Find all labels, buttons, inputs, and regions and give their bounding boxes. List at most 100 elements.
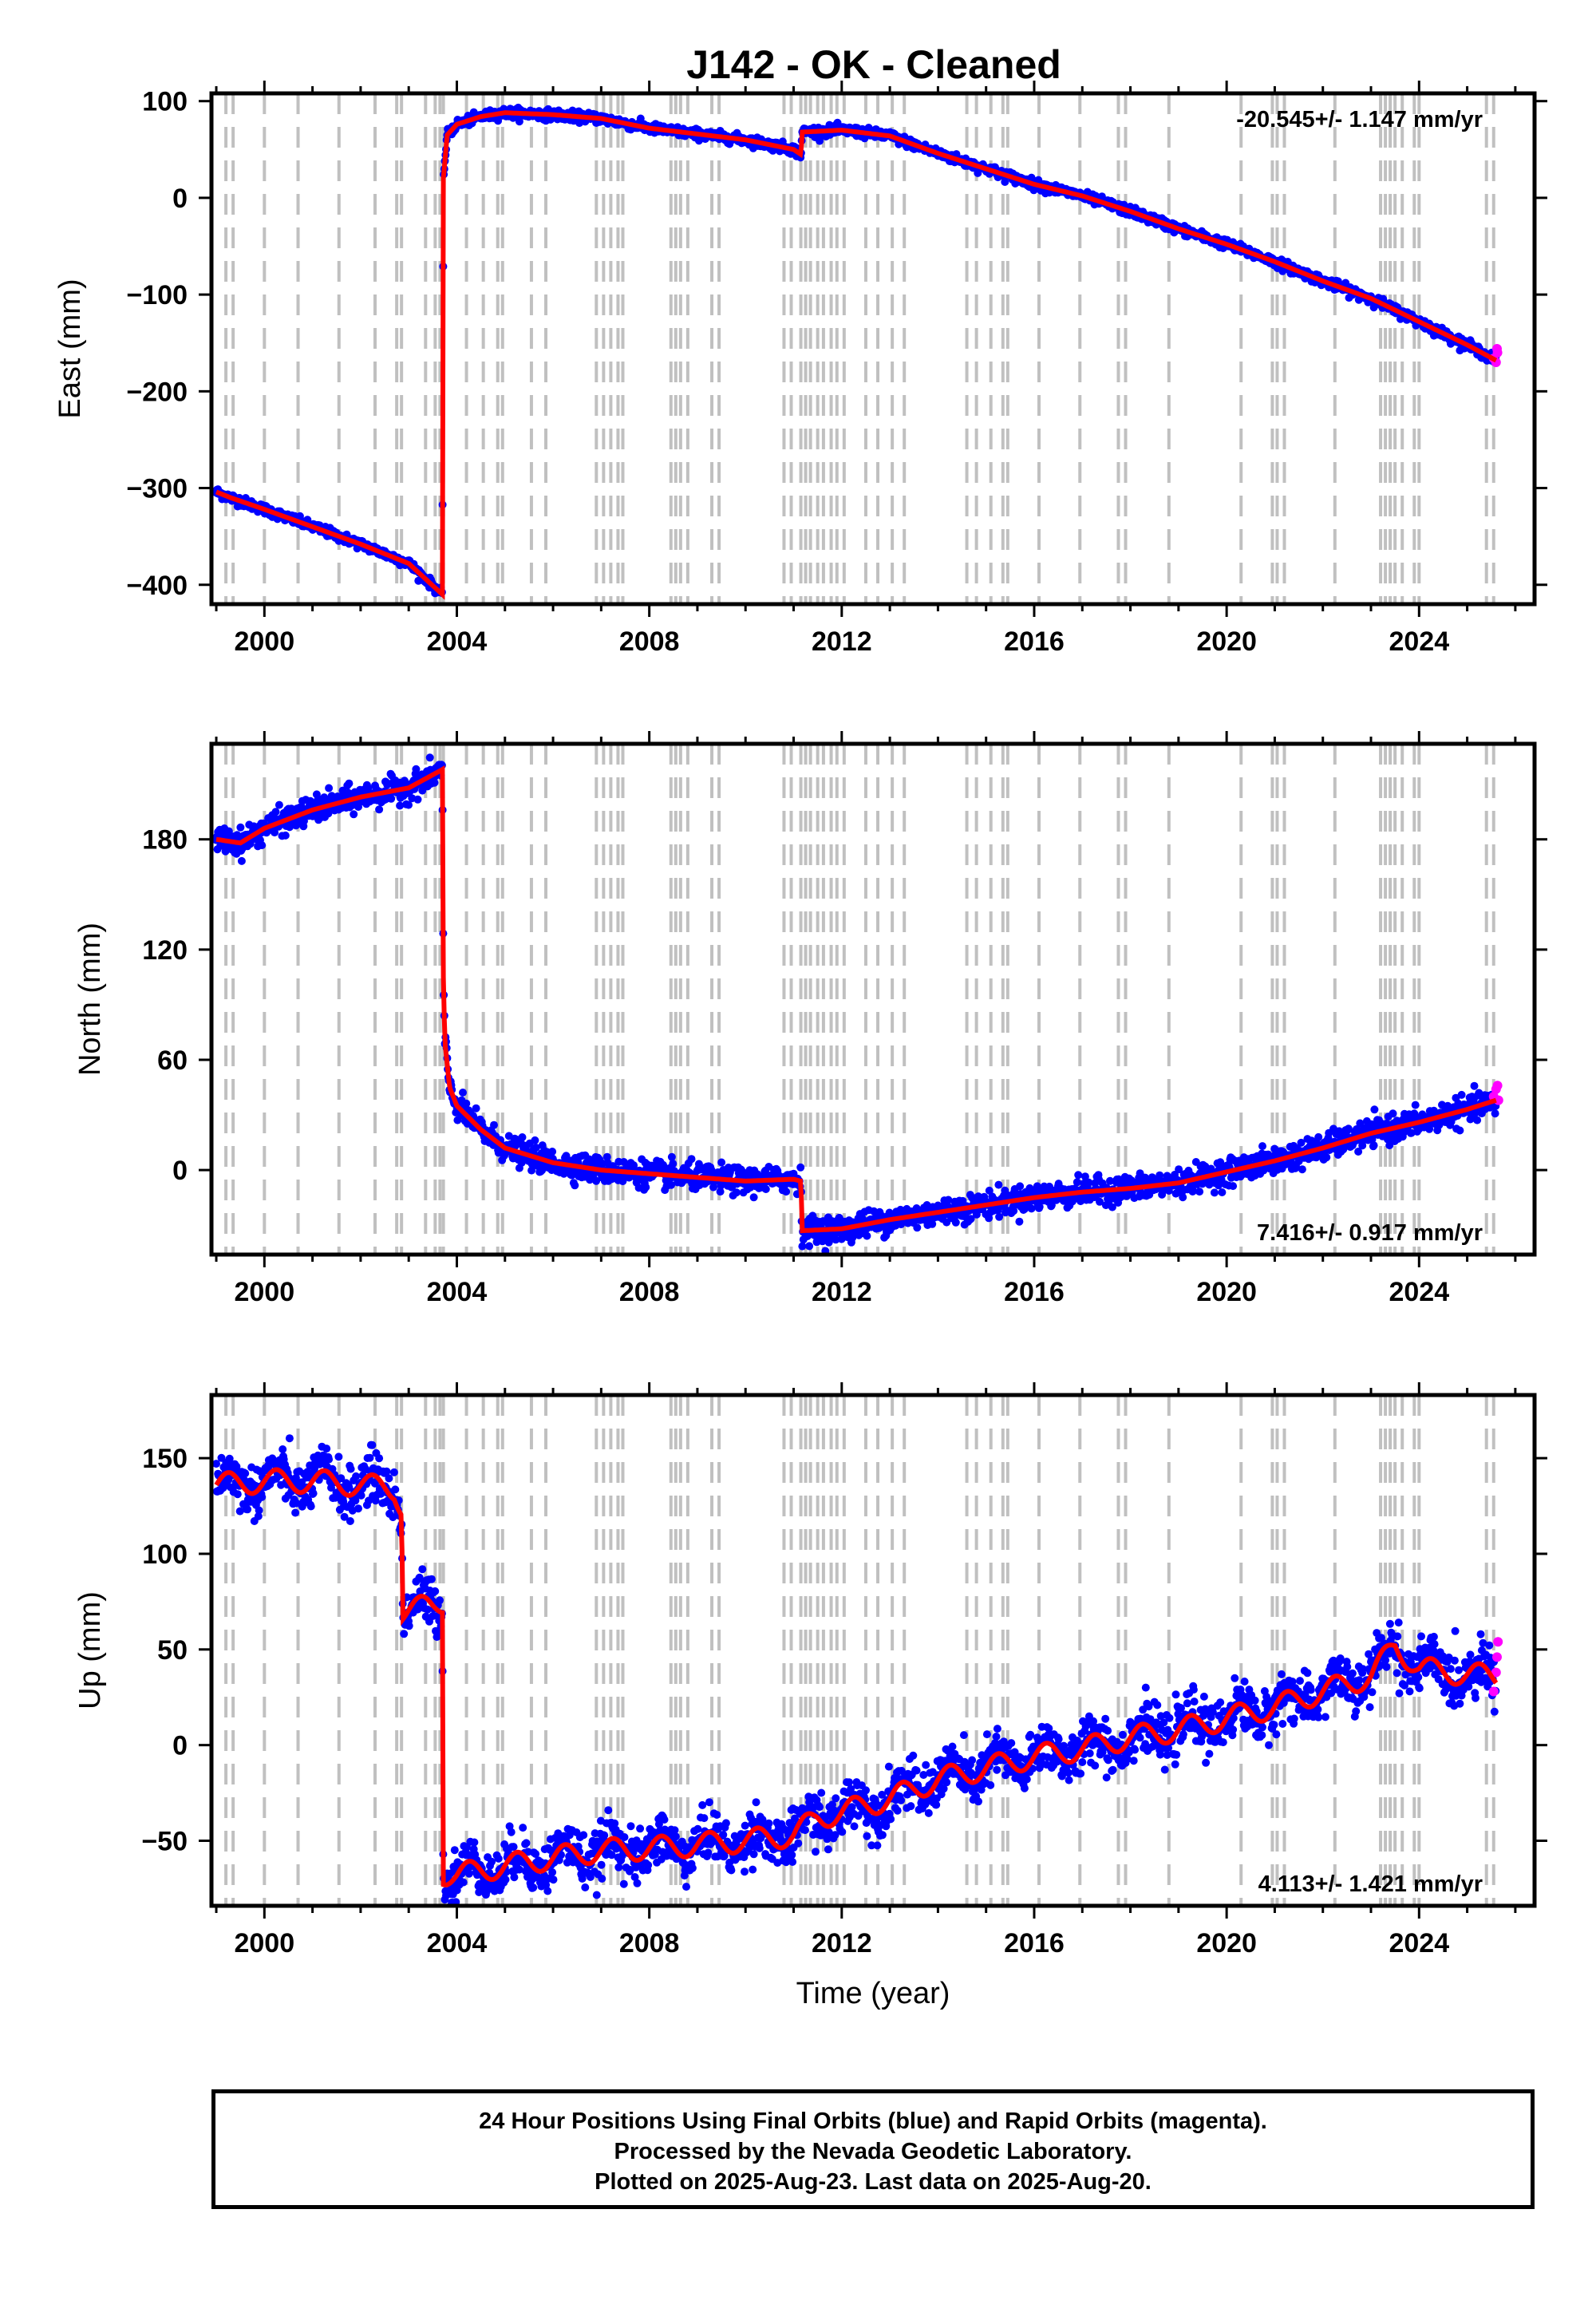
data-point <box>761 1185 770 1193</box>
data-point <box>717 1158 726 1167</box>
final-orbit-points <box>212 103 1503 598</box>
data-point <box>236 823 245 832</box>
data-point <box>405 800 413 809</box>
data-point <box>796 1163 805 1172</box>
x-tick-label: 2020 <box>1196 626 1257 657</box>
data-point <box>1298 1165 1306 1174</box>
data-point <box>832 1235 840 1244</box>
panel-north: 2000 2004 2008 2012 2016 2020 2024060120180Nor… <box>73 731 1547 1307</box>
rate-annotation: -20.545+/- 1.147 mm/yr <box>1236 107 1483 132</box>
data-point <box>667 1152 676 1161</box>
x-tick-label: 2024 <box>1389 626 1449 657</box>
step-epochs <box>224 744 1495 1255</box>
data-point <box>1473 1116 1482 1124</box>
data-point <box>233 1490 242 1499</box>
data-point <box>687 1155 696 1164</box>
y-tick-label: 120 <box>142 935 188 966</box>
data-point <box>1073 1178 1081 1187</box>
data-point <box>1457 1090 1466 1099</box>
data-point <box>255 1506 263 1515</box>
data-point <box>1470 1081 1479 1090</box>
data-point <box>642 1183 650 1192</box>
y-tick-label: −400 <box>126 571 188 601</box>
y-tick-label: 0 <box>172 1156 188 1186</box>
data-point <box>805 1242 814 1251</box>
y-tick-label: 60 <box>157 1045 188 1076</box>
data-point <box>1370 1105 1379 1114</box>
y-tick-label: −300 <box>126 474 188 504</box>
data-point <box>548 1148 557 1156</box>
data-point <box>518 1133 527 1141</box>
final-orbit-points <box>212 1434 1503 1906</box>
data-point <box>782 1188 791 1196</box>
data-point <box>1001 178 1009 186</box>
data-point <box>1389 1109 1397 1118</box>
x-tick-label: 2000 <box>234 1277 294 1307</box>
data-point <box>531 1144 540 1152</box>
data-point <box>345 779 354 788</box>
data-point <box>275 800 283 809</box>
data-point <box>430 778 439 787</box>
data-point <box>258 841 267 850</box>
data-point <box>350 810 358 819</box>
y-tick-label: −200 <box>126 377 188 407</box>
step-epochs <box>224 93 1495 604</box>
y-tick-label: 100 <box>142 87 188 117</box>
data-point <box>667 1180 676 1189</box>
data-point <box>527 1166 536 1175</box>
data-point <box>1179 1193 1187 1202</box>
data-point <box>309 1489 318 1498</box>
chart-title: J142 - OK - Cleaned <box>686 42 1061 87</box>
rapid-point <box>1492 1081 1503 1091</box>
plot-frame <box>209 91 1537 607</box>
data-point <box>281 831 290 840</box>
rapid-point <box>1491 344 1502 354</box>
data-point <box>1258 1142 1266 1151</box>
y-tick-label: 180 <box>142 825 188 856</box>
y-tick-label: 0 <box>172 184 188 214</box>
data-point <box>848 1233 857 1242</box>
data-point <box>387 794 396 803</box>
data-point <box>271 808 280 816</box>
data-point <box>396 801 405 810</box>
data-point <box>1195 1188 1204 1196</box>
x-tick-label: 2012 <box>812 626 872 657</box>
data-point <box>913 1223 922 1232</box>
x-tick-label: 2020 <box>1196 1277 1257 1307</box>
data-point <box>1074 1171 1083 1180</box>
data-point <box>472 1104 480 1113</box>
data-point <box>1218 1188 1227 1196</box>
data-point <box>951 1218 960 1227</box>
data-point <box>325 784 334 792</box>
panel-east: 2000 2004 2008 2012 2016 2020 2024−400−300−200… <box>53 81 1547 657</box>
data-point <box>1210 1188 1219 1197</box>
data-point <box>994 1180 1003 1189</box>
data-point <box>1456 1126 1464 1135</box>
x-tick-label: 2004 <box>427 626 488 657</box>
panels-group: 2000 2004 2008 2012 2016 2020 2024 −400 −300 −200… <box>53 81 1547 2010</box>
rate-annotation: 7.416+/- 0.917 mm/yr <box>1257 1220 1483 1246</box>
final-orbit-points <box>212 753 1503 1255</box>
data-point <box>798 1242 807 1251</box>
data-point <box>1314 1132 1323 1141</box>
data-point <box>413 795 422 804</box>
data-point <box>571 1181 579 1190</box>
data-point <box>241 1469 250 1478</box>
x-tick-label: 2024 <box>1389 1277 1449 1307</box>
data-point <box>1229 1182 1238 1191</box>
y-axis-label: East (mm) <box>53 279 87 418</box>
x-tick-label: 2000 <box>234 626 294 657</box>
x-tick-label: 2016 <box>1004 1277 1065 1307</box>
data-point <box>1491 1109 1499 1118</box>
data-point <box>237 856 246 865</box>
data-point <box>459 1089 467 1097</box>
data-point <box>306 1502 315 1511</box>
data-point <box>279 1445 287 1453</box>
y-tick-label: −100 <box>126 280 188 310</box>
data-point <box>1016 1182 1025 1191</box>
y-axis-label: North (mm) <box>73 923 107 1076</box>
data-point <box>716 1188 725 1196</box>
data-point <box>412 765 421 773</box>
step-epochs <box>224 1395 1495 1906</box>
x-tick-label: 2008 <box>619 626 680 657</box>
